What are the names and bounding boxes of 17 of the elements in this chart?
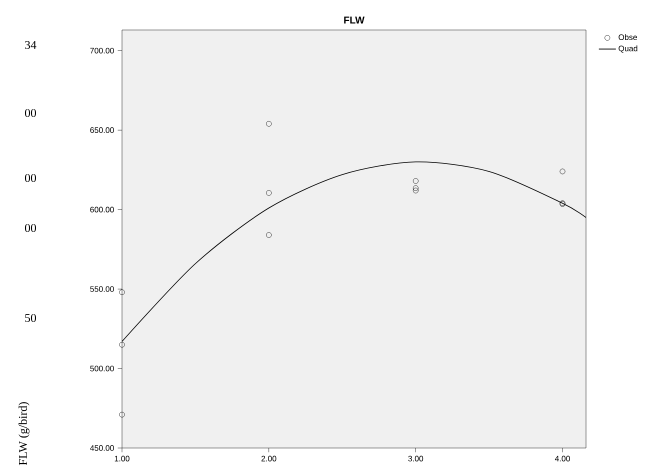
point [560,168,566,174]
point [412,185,418,191]
point [119,412,125,418]
point [266,232,272,238]
point [412,178,418,184]
text: 50 [25,314,36,322]
text: 00 [24,174,36,182]
point [266,190,272,196]
chart-title: FLW [344,16,365,24]
point [119,289,125,296]
text: 00 [24,224,36,232]
text: FLW (g/bird) [18,402,30,466]
text: 34 [25,40,36,50]
point [412,188,418,194]
point [266,120,272,127]
point [119,342,125,348]
text: 00 [24,108,36,118]
